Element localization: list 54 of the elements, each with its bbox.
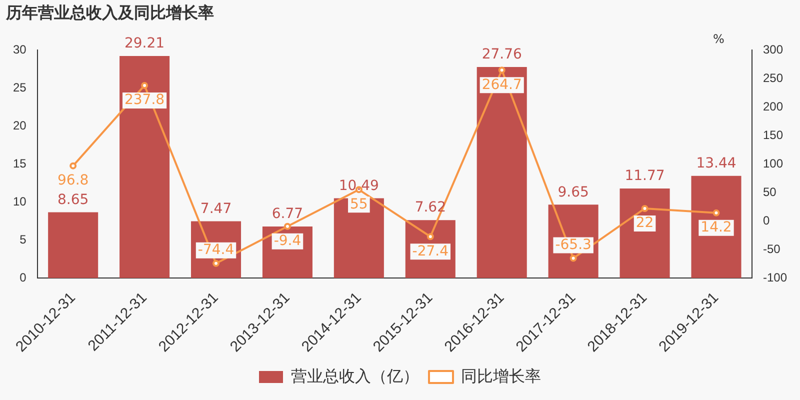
y2-tick-label: 200 [762, 99, 784, 114]
data-label: 10.49 [338, 178, 379, 194]
legend-label: 营业总收入（亿） [291, 367, 419, 386]
data-label: 11.77 [624, 168, 665, 184]
y-tick-label: 0 [20, 270, 27, 284]
y2-tick-label: 150 [762, 128, 784, 142]
data-label: 55 [350, 196, 368, 212]
y2-tick-label: 300 [762, 42, 784, 56]
bar [48, 212, 98, 278]
y-tick-label: 10 [12, 194, 27, 208]
point [641, 204, 648, 212]
y2-tick-label: -50 [762, 242, 781, 256]
data-label: 8.65 [57, 192, 89, 208]
point [426, 233, 434, 240]
y2-axis-title: % [713, 32, 724, 46]
data-label: -9.4 [274, 233, 302, 250]
y2-tick-label: -100 [762, 270, 788, 284]
legend-label: 同比增长率 [461, 367, 541, 386]
y-tick-label: 15 [12, 156, 27, 170]
point [70, 162, 77, 170]
y-tick-label: 30 [12, 42, 27, 56]
data-label: -27.4 [412, 243, 449, 260]
y-tick-label: 5 [20, 232, 27, 246]
bar [620, 188, 670, 278]
data-label: -65.3 [555, 236, 592, 253]
point [212, 260, 220, 267]
data-label: 22 [636, 215, 654, 232]
data-label: 29.21 [124, 36, 165, 52]
data-label: 13.44 [696, 156, 736, 172]
data-label: 96.8 [57, 172, 89, 188]
point [284, 222, 291, 230]
bar [691, 176, 742, 278]
chart-title: 历年营业总收入及同比增长率 [6, 3, 214, 24]
point [141, 82, 148, 89]
bar [476, 67, 527, 278]
data-label: 264.7 [482, 76, 522, 93]
data-label: -74.4 [198, 242, 234, 258]
data-label: 27.76 [482, 46, 522, 63]
data-label: 7.47 [200, 200, 232, 217]
y2-tick-label: 100 [762, 156, 784, 170]
point [712, 209, 720, 216]
y-tick-label: 25 [12, 80, 27, 94]
data-label: 6.77 [272, 206, 304, 222]
data-label: 14.2 [700, 220, 732, 236]
y2-tick-label: 250 [762, 70, 784, 85]
point [570, 254, 577, 262]
y-tick-label: 20 [12, 118, 27, 132]
bar [120, 56, 170, 278]
y2-tick-label: 0 [762, 213, 770, 228]
y2-tick-label: 50 [762, 184, 777, 199]
point [498, 66, 506, 74]
data-label: 9.65 [558, 184, 589, 200]
bar [334, 198, 384, 278]
data-label: 237.8 [124, 92, 165, 108]
